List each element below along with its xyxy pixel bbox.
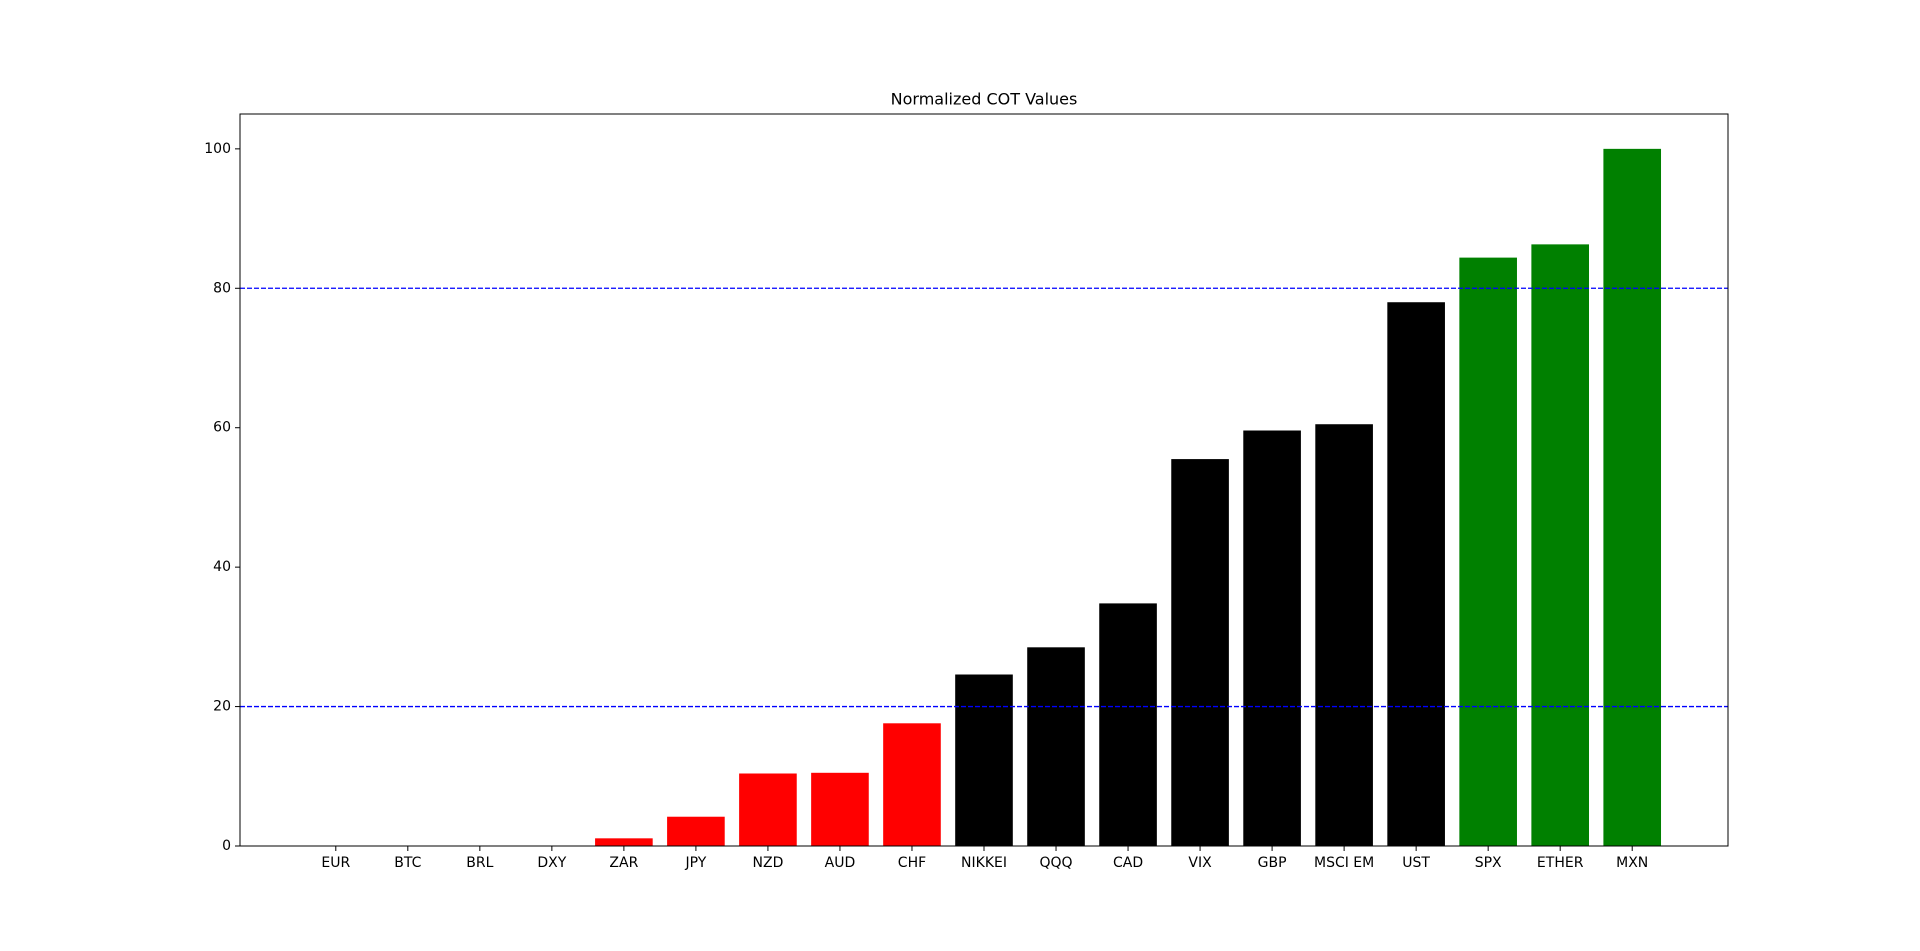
x-tick-label: CAD	[1113, 855, 1143, 871]
x-tick-label: DXY	[537, 855, 566, 871]
x-tick-label: BTC	[394, 855, 421, 871]
x-tick-label: JPY	[684, 855, 706, 871]
bar	[955, 674, 1013, 846]
bar	[595, 838, 653, 846]
x-tick-label: UST	[1402, 855, 1430, 871]
x-tick-label: QQQ	[1039, 855, 1072, 871]
y-tick-label: 80	[213, 280, 231, 296]
bar	[1531, 244, 1589, 846]
bar	[1603, 148, 1662, 846]
x-tick-label: EUR	[321, 855, 350, 871]
x-tick-label: MXN	[1616, 855, 1648, 871]
y-tick-label: 20	[213, 699, 231, 715]
bar	[811, 772, 869, 846]
x-tick-label: ZAR	[609, 855, 638, 871]
x-tick-label: VIX	[1188, 855, 1212, 871]
x-tick-label: ETHER	[1537, 855, 1584, 871]
x-tick-label: AUD	[825, 855, 856, 871]
x-tick-label: BRL	[466, 855, 493, 871]
x-tick-label: NIKKEI	[961, 855, 1007, 871]
bar	[1315, 424, 1373, 846]
y-tick-label: 0	[222, 838, 231, 854]
y-tick-label: 40	[213, 559, 231, 575]
bar	[1243, 430, 1301, 846]
y-tick-label: 100	[204, 141, 231, 157]
x-tick-label: MSCI EM	[1314, 855, 1374, 871]
plot-frame	[239, 113, 1729, 847]
bar	[667, 816, 725, 846]
x-tick-label: GBP	[1258, 855, 1287, 871]
x-tick-label: CHF	[898, 855, 926, 871]
bar	[1099, 603, 1157, 846]
bar	[1171, 459, 1229, 846]
bar	[739, 773, 797, 846]
chart-title: Normalized COT Values	[891, 90, 1078, 109]
bar	[883, 723, 941, 846]
y-tick-label: 60	[213, 420, 231, 436]
x-tick-label: SPX	[1475, 855, 1502, 871]
bar	[1027, 647, 1085, 846]
bar	[1459, 257, 1517, 846]
x-tick-label: NZD	[753, 855, 784, 871]
bar	[1387, 302, 1445, 846]
